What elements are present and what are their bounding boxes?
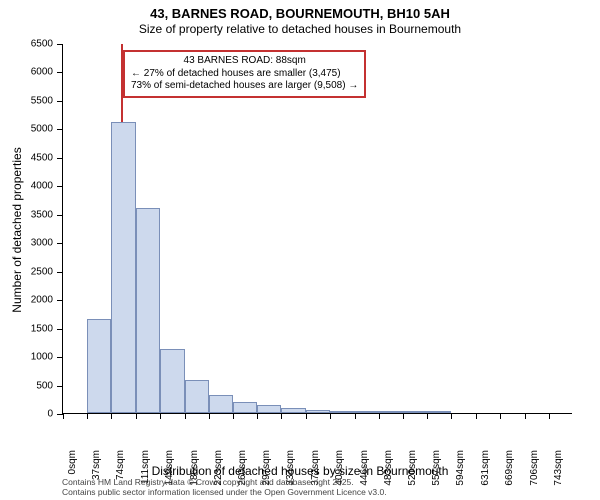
histogram-bar: [427, 411, 451, 413]
y-tick: [57, 243, 63, 244]
x-tick: [451, 413, 452, 419]
y-tick: [57, 329, 63, 330]
y-tick: [57, 357, 63, 358]
histogram-bar: [355, 411, 379, 413]
x-tick: [160, 413, 161, 419]
y-tick: [57, 44, 63, 45]
histogram-bar: [87, 319, 111, 413]
x-tick: [257, 413, 258, 419]
y-tick: [57, 300, 63, 301]
x-tick: [403, 413, 404, 419]
chart-title-line1: 43, BARNES ROAD, BOURNEMOUTH, BH10 5AH: [0, 0, 600, 21]
x-axis-label: Distribution of detached houses by size …: [0, 464, 600, 478]
x-tick: [63, 413, 64, 419]
x-tick: [281, 413, 282, 419]
y-axis-label: Number of detached properties: [10, 147, 24, 312]
y-tick-label: 1500: [13, 323, 53, 334]
y-tick-label: 1000: [13, 352, 53, 363]
x-tick: [111, 413, 112, 419]
histogram-bar: [330, 411, 354, 413]
x-tick: [355, 413, 356, 419]
y-tick: [57, 272, 63, 273]
y-tick: [57, 101, 63, 102]
histogram-bar: [160, 349, 184, 413]
y-tick: [57, 215, 63, 216]
x-tick: [379, 413, 380, 419]
y-tick-label: 500: [13, 380, 53, 391]
callout-box: 43 BARNES ROAD: 88sqm ← 27% of detached …: [123, 50, 366, 98]
y-tick-label: 6500: [13, 39, 53, 50]
y-tick: [57, 186, 63, 187]
plot-area: 43 BARNES ROAD: 88sqm ← 27% of detached …: [62, 44, 572, 414]
histogram-bar: [257, 405, 281, 413]
x-tick: [306, 413, 307, 419]
callout-line2: ← 27% of detached houses are smaller (3,…: [131, 68, 358, 81]
y-tick-label: 5000: [13, 124, 53, 135]
y-tick-label: 0: [13, 409, 53, 420]
x-tick: [233, 413, 234, 419]
histogram-bar: [136, 208, 160, 413]
x-tick: [500, 413, 501, 419]
histogram-bar: [185, 380, 209, 413]
histogram-bar: [379, 411, 403, 413]
y-tick-label: 5500: [13, 95, 53, 106]
x-tick: [209, 413, 210, 419]
y-tick: [57, 72, 63, 73]
x-tick: [87, 413, 88, 419]
x-tick: [427, 413, 428, 419]
x-tick: [476, 413, 477, 419]
callout-line1: 43 BARNES ROAD: 88sqm: [131, 55, 358, 68]
x-tick: [330, 413, 331, 419]
y-tick-label: 6000: [13, 67, 53, 78]
chart-title-line2: Size of property relative to detached ho…: [0, 21, 600, 36]
histogram-bar: [233, 402, 257, 413]
histogram-bar: [111, 122, 135, 413]
y-tick: [57, 129, 63, 130]
histogram-bar: [281, 408, 305, 413]
y-tick: [57, 158, 63, 159]
x-tick: [185, 413, 186, 419]
x-tick: [549, 413, 550, 419]
histogram-bar: [403, 411, 427, 413]
x-tick: [136, 413, 137, 419]
histogram-bar: [209, 395, 233, 413]
x-tick: [525, 413, 526, 419]
attribution-footer: Contains HM Land Registry data © Crown c…: [62, 478, 387, 498]
histogram-bar: [306, 410, 330, 413]
y-tick: [57, 386, 63, 387]
callout-line3: 73% of semi-detached houses are larger (…: [131, 80, 358, 93]
